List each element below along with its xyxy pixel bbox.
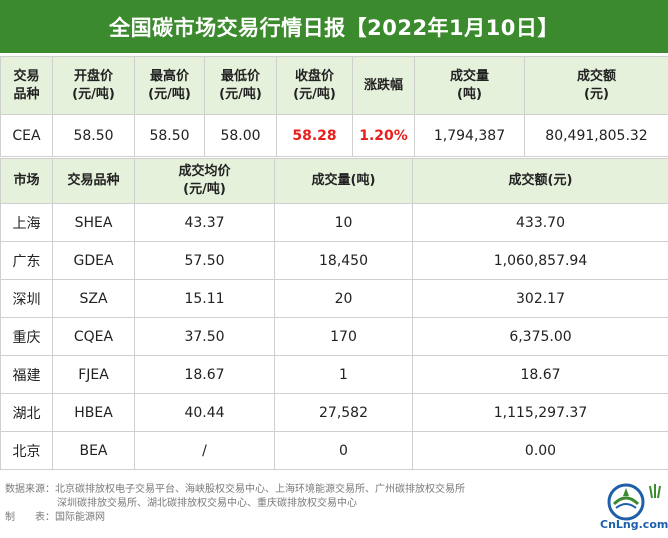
avg-price-cell: / [134, 431, 275, 470]
amount-cell: 18.67 [412, 355, 668, 394]
product-cell: BEA [52, 431, 135, 470]
cell-change: 1.20% [352, 114, 415, 157]
avg-price-cell: 18.67 [134, 355, 275, 394]
amount-cell: 6,375.00 [412, 317, 668, 356]
header-low: 最低价 (元/吨) [204, 56, 277, 115]
report-title: 全国碳市场交易行情日报【2022年1月10日】 [0, 0, 668, 53]
volume-cell: 18,450 [274, 241, 413, 280]
header-volume: 成交量 (吨) [414, 56, 525, 115]
table-row: 湖北 HBEA 40.44 27,582 1,115,297.37 [0, 393, 668, 432]
header-avg-price: 成交均价 (元/吨) [134, 158, 275, 204]
product-cell: GDEA [52, 241, 135, 280]
market-cell: 北京 [0, 431, 53, 470]
header-open: 开盘价 (元/吨) [52, 56, 135, 115]
source-line-2: 深圳碳排放交易所、湖北碳排放权交易中心、重庆碳排放权交易中心 [57, 498, 357, 509]
cell-volume: 1,794,387 [414, 114, 525, 157]
table-row: 福建 FJEA 18.67 1 18.67 [0, 355, 668, 394]
product-cell: CQEA [52, 317, 135, 356]
market-cell: 重庆 [0, 317, 53, 356]
header-close: 收盘价 (元/吨) [276, 56, 353, 115]
table-row: 北京 BEA / 0 0.00 [0, 431, 668, 470]
header-market: 市场 [0, 158, 53, 204]
amount-cell: 1,115,297.37 [412, 393, 668, 432]
summary-row: CEA 58.50 58.50 58.00 58.28 1.20% 1,794,… [0, 114, 668, 157]
regional-header-row: 市场 交易品种 成交均价 (元/吨) 成交量(吨) 成交额(元) [0, 158, 668, 204]
source-line-1: 数据来源：北京碳排放权电子交易平台、海峡股权交易中心、上海环境能源交易所、广州碳… [5, 484, 465, 495]
header-change: 涨跌幅 [352, 56, 415, 115]
volume-cell: 0 [274, 431, 413, 470]
cell-high: 58.50 [134, 114, 205, 157]
table-row: 上海 SHEA 43.37 10 433.70 [0, 203, 668, 242]
volume-cell: 20 [274, 279, 413, 318]
avg-price-cell: 40.44 [134, 393, 275, 432]
amount-cell: 0.00 [412, 431, 668, 470]
data-source-note: 数据来源：北京碳排放权电子交易平台、海峡股权交易中心、上海环境能源交易所、广州碳… [5, 483, 565, 525]
header-reg-volume: 成交量(吨) [274, 158, 413, 204]
header-reg-amount: 成交额(元) [412, 158, 668, 204]
market-cell: 湖北 [0, 393, 53, 432]
table-row: 广东 GDEA 57.50 18,450 1,060,857.94 [0, 241, 668, 280]
summary-table: 交易 品种 开盘价 (元/吨) 最高价 (元/吨) 最低价 (元/吨) 收盘价 (元/吨)… [0, 56, 668, 157]
amount-cell: 302.17 [412, 279, 668, 318]
summary-header-row: 交易 品种 开盘价 (元/吨) 最高价 (元/吨) 最低价 (元/吨) 收盘价 (元/吨)… [0, 56, 668, 115]
cell-amount: 80,491,805.32 [524, 114, 668, 157]
logo-text: CnLng.com [600, 518, 668, 531]
header-product: 交易品种 [52, 158, 135, 204]
amount-cell: 433.70 [412, 203, 668, 242]
avg-price-cell: 37.50 [134, 317, 275, 356]
cell-close: 58.28 [276, 114, 353, 157]
volume-cell: 170 [274, 317, 413, 356]
header-high: 最高价 (元/吨) [134, 56, 205, 115]
avg-price-cell: 57.50 [134, 241, 275, 280]
cell-open: 58.50 [52, 114, 135, 157]
header-amount: 成交额 (元) [524, 56, 668, 115]
volume-cell: 27,582 [274, 393, 413, 432]
product-cell: SHEA [52, 203, 135, 242]
maker-line: 制 表：国际能源网 [5, 512, 105, 523]
market-cell: 广东 [0, 241, 53, 280]
market-cell: 深圳 [0, 279, 53, 318]
regional-table: 市场 交易品种 成交均价 (元/吨) 成交量(吨) 成交额(元) 上海 SHEA … [0, 158, 668, 470]
market-cell: 上海 [0, 203, 53, 242]
avg-price-cell: 15.11 [134, 279, 275, 318]
volume-cell: 10 [274, 203, 413, 242]
volume-cell: 1 [274, 355, 413, 394]
header-variety: 交易 品种 [0, 56, 53, 115]
table-row: 重庆 CQEA 37.50 170 6,375.00 [0, 317, 668, 356]
product-cell: FJEA [52, 355, 135, 394]
market-cell: 福建 [0, 355, 53, 394]
product-cell: HBEA [52, 393, 135, 432]
amount-cell: 1,060,857.94 [412, 241, 668, 280]
cell-variety: CEA [0, 114, 53, 157]
product-cell: SZA [52, 279, 135, 318]
cell-low: 58.00 [204, 114, 277, 157]
cnlng-logo-icon [607, 483, 661, 521]
table-row: 深圳 SZA 15.11 20 302.17 [0, 279, 668, 318]
avg-price-cell: 43.37 [134, 203, 275, 242]
